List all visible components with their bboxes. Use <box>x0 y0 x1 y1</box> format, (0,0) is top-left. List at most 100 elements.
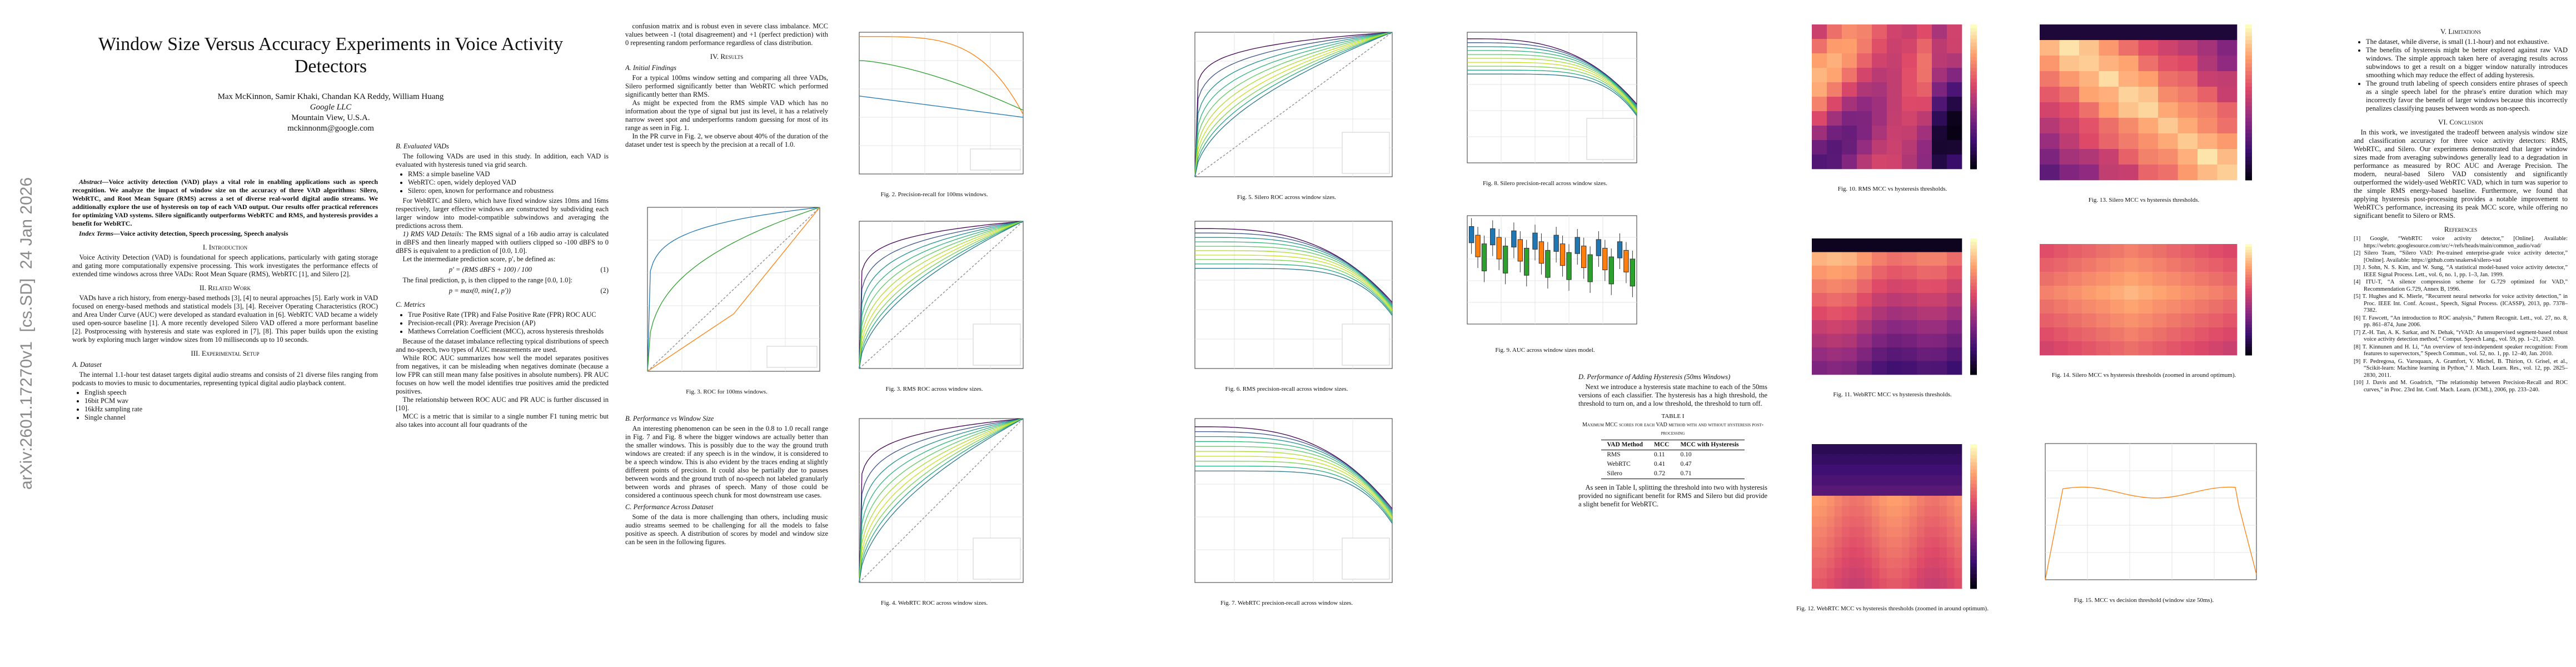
colorbar-segment <box>1970 451 1977 455</box>
heatmap-cell <box>1932 506 1940 517</box>
colorbar-segment <box>1970 107 1977 112</box>
list-item: RMS: a simple baseline VAD <box>408 170 609 178</box>
heatmap-cell <box>1924 537 1932 548</box>
heatmap-cell <box>1894 558 1902 569</box>
heatmap-cell <box>1917 155 1932 170</box>
figure-plot <box>2040 244 2252 356</box>
heatmap-cell <box>1812 558 1820 569</box>
box <box>1532 232 1538 250</box>
heatmap-cell <box>1812 140 1827 155</box>
heatmap-cell <box>1849 444 1857 455</box>
heatmap-cell <box>1924 485 1932 496</box>
heatmap-cell <box>1917 39 1932 54</box>
heatmap-cell <box>2166 341 2181 356</box>
heatmap-cell <box>1872 293 1887 307</box>
heatmap-cell <box>1954 568 1962 579</box>
heatmap-cell <box>1812 320 1827 334</box>
heatmap-cell <box>2198 165 2218 181</box>
heatmap-cell <box>1902 68 1917 83</box>
table-cell: 0.41 <box>1653 461 1666 467</box>
heatmap-cell <box>1902 485 1910 496</box>
heatmap-cell <box>1842 506 1850 517</box>
heatmap-cell <box>2054 300 2069 314</box>
heatmap-cell <box>1932 140 1947 155</box>
heatmap-cell <box>1827 537 1835 548</box>
plot-curve <box>1194 32 1393 177</box>
heatmap-cell <box>1917 475 1925 486</box>
list-item: Matthews Correlation Coefficient (MCC), … <box>408 327 609 336</box>
heatmap-cell <box>2217 24 2238 41</box>
heatmap-cell <box>1812 444 1820 455</box>
heatmap-cell <box>1947 485 1955 496</box>
heatmap-cell <box>1872 306 1887 321</box>
heatmap-cell <box>1887 444 1895 455</box>
heatmap-cell <box>1902 53 1917 68</box>
colorbar-segment <box>2245 94 2252 99</box>
heatmap-cell <box>1872 361 1887 375</box>
heatmap-cell <box>1902 568 1910 579</box>
heatmap-cell <box>2082 341 2096 356</box>
heatmap-cell <box>1857 454 1865 465</box>
plot-frame <box>1194 418 1393 583</box>
plot-curve <box>1467 66 1637 114</box>
heatmap-cell <box>2198 71 2218 87</box>
heatmap-cell <box>2082 258 2096 272</box>
plot-curve <box>859 96 1024 118</box>
heatmap-cell <box>2054 272 2069 286</box>
heatmap-cell <box>1917 568 1925 579</box>
heatmap-cell <box>1887 547 1895 558</box>
colorbar-segment <box>1970 354 1977 358</box>
heatmap-cell <box>1842 53 1857 68</box>
colorbar-segment <box>1970 491 1977 495</box>
heatmap-cell <box>1864 526 1872 537</box>
colorbar-segment <box>1970 303 1977 307</box>
colorbar-segment <box>1970 310 1977 314</box>
reference: [3] J. Sohn, N. S. Kim, and W. Sung, “A … <box>2354 265 2568 278</box>
heatmap-cell <box>1842 558 1850 569</box>
heatmap-cell <box>1932 516 1940 527</box>
heatmap-cell <box>1842 465 1850 476</box>
legend-box <box>1342 323 1390 366</box>
heatmap-cell <box>2158 56 2178 72</box>
colorbar-segment <box>1970 552 1977 556</box>
heatmap-cell <box>1864 568 1872 579</box>
heatmap-cell <box>1924 526 1932 537</box>
heatmap-cell <box>1947 334 1962 348</box>
heatmap-cell <box>2059 24 2080 41</box>
heatmap-cell <box>1894 444 1902 455</box>
heatmap-cell <box>1902 140 1917 155</box>
heatmap-cell <box>1849 506 1857 517</box>
heatmap-cell <box>2138 24 2159 41</box>
paragraph: While ROC AUC summarizes how well the mo… <box>396 354 609 396</box>
equation-number: (2) <box>600 287 609 295</box>
heatmap-cell <box>1932 334 1947 348</box>
table: VAD Method MCC MCC with Hysteresis RMS 0.11 0… <box>1601 440 1745 479</box>
heatmap-cell <box>1849 547 1857 558</box>
heatmap-cell <box>1932 347 1947 361</box>
heatmap-cell <box>2138 56 2159 72</box>
colorbar-segment <box>1970 444 1977 448</box>
plot-curve <box>859 221 1024 369</box>
colorbar-segment <box>1970 252 1977 256</box>
heatmap-cell <box>1902 454 1910 465</box>
abstract-text: Voice activity detection (VAD) plays a v… <box>72 178 378 227</box>
heatmap-cell <box>1819 568 1827 579</box>
heatmap-cell <box>1947 82 1962 97</box>
reference: [1] Google, “WebRTC voice activity detec… <box>2354 236 2568 249</box>
colorbar-segment <box>1970 165 1977 170</box>
figure-graphic <box>1467 32 1637 163</box>
reference: [10] J. Davis and M. Goadrich, “The rela… <box>2354 380 2568 393</box>
colorbar-segment <box>2245 333 2252 336</box>
heatmap-cell <box>2138 313 2153 328</box>
colorbar-segment <box>2245 244 2252 247</box>
heatmap-cell <box>1812 126 1827 141</box>
heatmap-cell <box>2040 56 2060 72</box>
list-item: Precision-recall (PR): Average Precision… <box>408 319 609 327</box>
heatmap-cell <box>2099 56 2119 72</box>
equation: p′ = (RMS dBFS + 100) / 100 (1) <box>396 263 609 276</box>
plot-curve <box>859 36 1024 115</box>
heatmap-cell <box>1872 320 1887 334</box>
heatmap-cell <box>1909 495 1917 506</box>
heatmap-cell <box>2198 56 2218 72</box>
colorbar-segment <box>1970 498 1977 502</box>
